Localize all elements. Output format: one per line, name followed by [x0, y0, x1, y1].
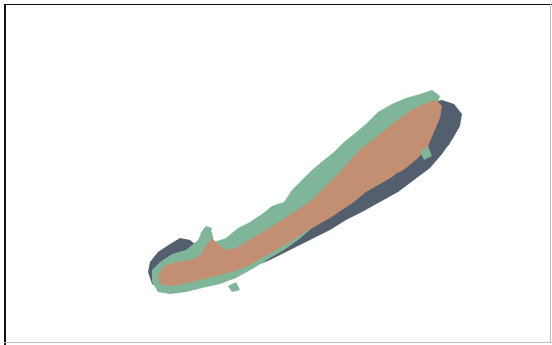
viewer-top-border	[4, 4, 552, 5]
segmentation-region-outer-speck	[432, 136, 450, 154]
segmentation-region-middle-speck	[228, 282, 240, 292]
segmentation-region-middle-speck	[420, 146, 432, 160]
viewer-left-border	[4, 4, 6, 345]
segmentation-region-middle-speck	[200, 226, 212, 236]
segmentation-region-outer-speck	[384, 172, 406, 190]
segmentation-region-middle-speck	[290, 188, 302, 200]
segmentation-region-inner	[158, 100, 442, 286]
viewer-bottom-border	[4, 342, 552, 343]
viewer-right-border	[550, 4, 551, 343]
